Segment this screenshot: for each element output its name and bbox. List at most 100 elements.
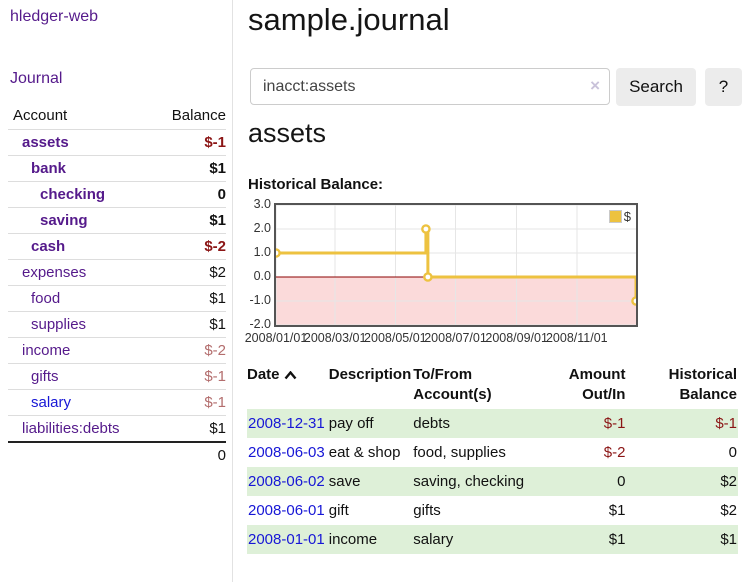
- account-row: salary $-1: [8, 389, 226, 416]
- transaction-date-link[interactable]: 2008-12-31: [248, 415, 325, 432]
- account-balance: $-2: [204, 342, 226, 359]
- main-content: sample.journal × Search ? assets Histori…: [245, 0, 742, 554]
- transaction-accounts: salary: [413, 531, 454, 548]
- account-link[interactable]: assets: [22, 134, 69, 151]
- account-row: expenses $2: [8, 259, 226, 286]
- app-title-link[interactable]: hledger-web: [10, 8, 99, 25]
- register-header-row: Date Description To/From Account(s) Amou…: [247, 363, 738, 409]
- account-balance: 0: [217, 186, 226, 203]
- search-input[interactable]: [250, 68, 610, 105]
- transaction-amount: 0: [617, 473, 626, 490]
- account-row: cash $-2: [8, 233, 226, 260]
- account-balance: $1: [209, 160, 226, 177]
- y-axis-tick-label: 0.0: [253, 269, 271, 283]
- register-header-accounts: To/From Account(s): [413, 366, 492, 403]
- account-balance: $-2: [204, 238, 226, 255]
- account-link[interactable]: bank: [31, 160, 67, 177]
- account-row: gifts $-1: [8, 363, 226, 390]
- account-row: assets $-1: [8, 129, 226, 156]
- account-balance: $1: [209, 290, 226, 307]
- balance-chart: $ 3.0 2.0 1.0 0.0 -1.0 -2.0 2008/01/01 2008/03/…: [245, 197, 698, 353]
- account-heading: assets: [248, 118, 327, 148]
- account-row: liabilities:debts $1: [8, 415, 226, 443]
- account-link[interactable]: food: [31, 290, 61, 307]
- transaction-date-link[interactable]: 2008-06-03: [248, 444, 325, 461]
- transaction-date-link[interactable]: 2008-01-01: [248, 531, 325, 548]
- accounts-header-balance: Balance: [171, 107, 226, 124]
- transaction-accounts: food, supplies: [413, 444, 506, 461]
- account-row: checking 0: [8, 181, 226, 208]
- transaction-row: 2008-06-02 save saving, checking 0 $2: [247, 467, 738, 496]
- x-axis-tick-label: 2008/01/01: [244, 331, 308, 345]
- sidebar-item-journal[interactable]: Journal: [10, 70, 63, 87]
- chart-plot-area: $: [274, 203, 638, 327]
- account-link[interactable]: saving: [40, 212, 88, 229]
- account-link[interactable]: checking: [40, 186, 106, 203]
- account-balance: $1: [209, 212, 226, 229]
- transaction-row: 2008-12-31 pay off debts $-1 $-1: [247, 409, 738, 438]
- register-header-balance: Historical Balance: [668, 366, 737, 403]
- transaction-accounts: saving, checking: [413, 473, 525, 490]
- register-table: Date Description To/From Account(s) Amou…: [247, 363, 738, 554]
- account-row: food $1: [8, 285, 226, 312]
- account-balance: $-1: [204, 134, 226, 151]
- account-balance: $-1: [204, 394, 226, 411]
- search-button[interactable]: Search: [616, 68, 696, 106]
- sort-asc-icon: [284, 366, 297, 386]
- clear-search-icon[interactable]: ×: [590, 76, 600, 95]
- transaction-description: pay off: [328, 415, 374, 432]
- account-row: supplies $1: [8, 311, 226, 338]
- transaction-accounts: gifts: [413, 502, 441, 519]
- x-axis-tick-label: 2008/03/01: [303, 331, 367, 345]
- search-bar: × Search ?: [248, 68, 742, 106]
- chart-title: Historical Balance:: [248, 176, 384, 193]
- register-header-description: Description: [328, 366, 412, 383]
- transaction-balance: $2: [720, 473, 737, 490]
- account-link[interactable]: gifts: [31, 368, 59, 385]
- account-balance: $-1: [204, 368, 226, 385]
- transaction-description: income: [328, 531, 378, 548]
- x-axis-tick-label: 2008/05/01: [364, 331, 427, 345]
- transaction-amount: $-1: [603, 415, 626, 432]
- x-axis-tick-label: 2008/07/01: [424, 331, 487, 345]
- legend-swatch: [608, 210, 622, 223]
- account-link[interactable]: salary: [31, 394, 72, 411]
- sidebar: hledger-web Journal Account Balance asse…: [0, 0, 233, 582]
- transaction-accounts: debts: [413, 415, 450, 432]
- y-axis-tick-label: 1.0: [253, 245, 271, 259]
- y-axis-tick-label: 3.0: [253, 197, 271, 211]
- transaction-row: 2008-06-01 gift gifts $1 $2: [247, 496, 738, 525]
- register-header-date[interactable]: Date: [247, 363, 329, 409]
- transaction-date-link[interactable]: 2008-06-01: [248, 502, 325, 519]
- register-header-amount: Amount Out/In: [568, 366, 626, 403]
- account-balance: $1: [209, 420, 226, 437]
- account-link[interactable]: cash: [31, 238, 66, 255]
- y-axis-tick-label: 2.0: [253, 221, 271, 235]
- transaction-balance: $-1: [715, 415, 737, 432]
- accounts-total: 0: [217, 447, 226, 464]
- transaction-date-link[interactable]: 2008-06-02: [248, 473, 325, 490]
- x-axis-tick-label: 2008/09/01: [485, 331, 548, 345]
- account-row: saving $1: [8, 207, 226, 234]
- transaction-amount: $-2: [603, 444, 626, 461]
- transaction-description: eat & shop: [328, 444, 401, 461]
- transaction-amount: $1: [608, 531, 626, 548]
- transaction-balance: $2: [720, 502, 737, 519]
- help-button[interactable]: ?: [705, 68, 742, 106]
- x-axis-tick-label: 2008/11/01: [545, 331, 608, 345]
- transaction-amount: $1: [608, 502, 626, 519]
- account-balance: $1: [209, 316, 226, 333]
- transaction-row: 2008-06-03 eat & shop food, supplies $-2…: [247, 438, 738, 467]
- y-axis-tick-label: -2.0: [249, 317, 271, 331]
- account-link[interactable]: income: [22, 342, 71, 359]
- account-link[interactable]: expenses: [22, 264, 87, 281]
- account-link[interactable]: liabilities:debts: [22, 420, 120, 437]
- page-title: sample.journal: [248, 2, 450, 37]
- legend-label: $: [623, 209, 631, 224]
- account-link[interactable]: supplies: [31, 316, 87, 333]
- transaction-description: save: [328, 473, 361, 490]
- chart-legend: $: [606, 208, 633, 225]
- transaction-balance: $1: [720, 531, 737, 548]
- transaction-balance: 0: [728, 444, 737, 461]
- transaction-row: 2008-01-01 income salary $1 $1: [247, 525, 738, 554]
